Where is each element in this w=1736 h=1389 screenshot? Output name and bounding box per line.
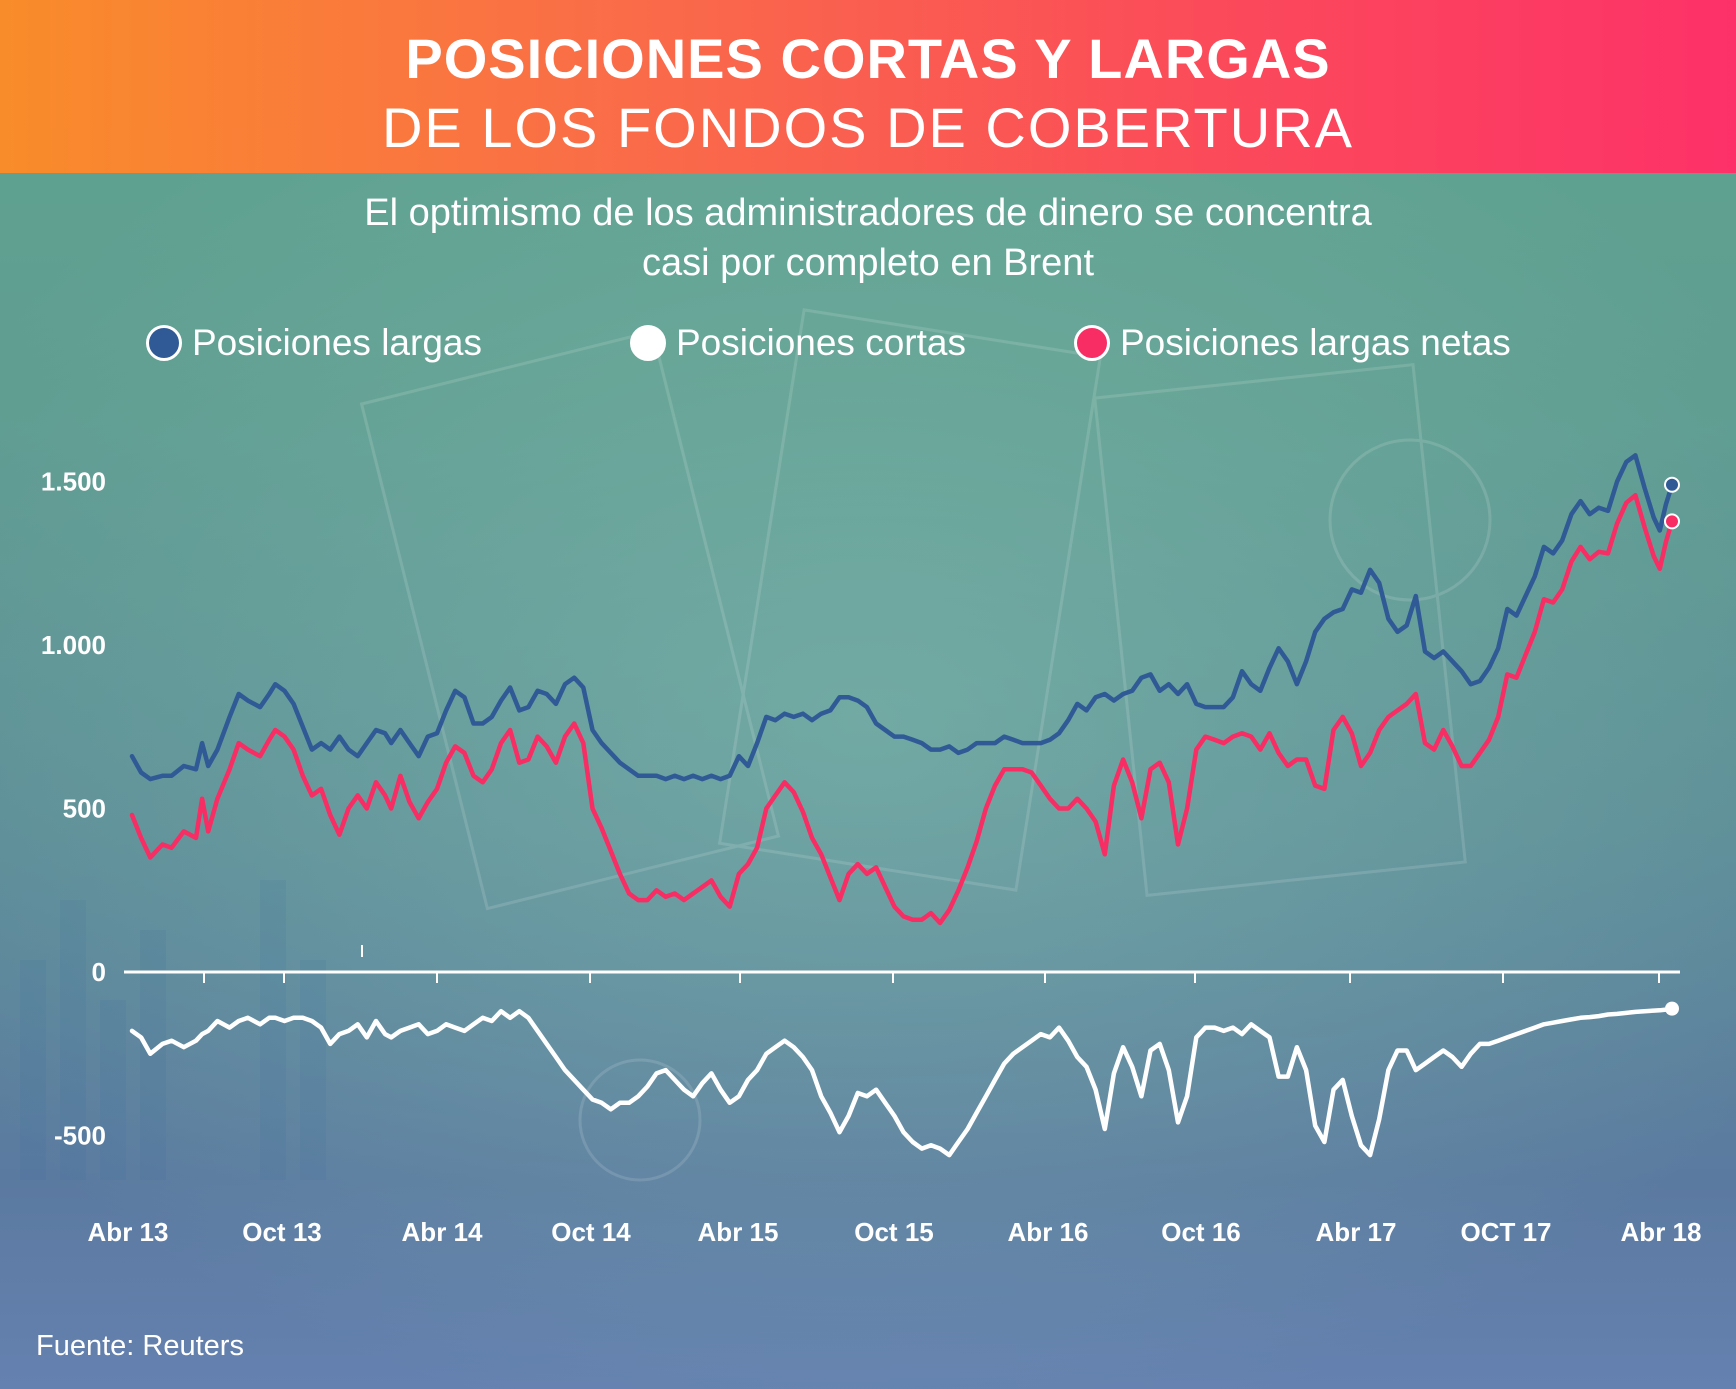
chart-title-line2: DE LOS FONDOS DE COBERTURA: [381, 96, 1354, 159]
series-line-net-end-point: [1664, 513, 1680, 530]
subtitle-line-2: casi por completo en Brent: [641, 242, 1094, 284]
chart-legend: Posiciones largas Posiciones cortas Posi…: [0, 318, 1736, 368]
legend-marker-net: [1074, 325, 1110, 361]
x-tick-label: Abr 17: [1316, 1217, 1397, 1247]
series-line-long-end-point: [1664, 476, 1680, 493]
x-tick-label: Abr 15: [698, 1217, 779, 1247]
x-tick-label: Oct 13: [242, 1217, 322, 1247]
series-line-net: [129, 492, 1675, 926]
series-line-long: [129, 453, 1675, 782]
chart-subtitle: El optimismo de los administradores de d…: [168, 188, 1568, 288]
x-tick-label: Abr 16: [1008, 1217, 1089, 1247]
legend-label-short: Posiciones cortas: [676, 322, 966, 363]
x-tick-label: OCT 17: [1460, 1217, 1551, 1247]
legend-item-long: Posiciones largas: [146, 318, 482, 368]
y-tick-label: 500: [63, 794, 106, 824]
x-tick-label: Abr 13: [88, 1217, 169, 1247]
chart-title: POSICIONES CORTAS Y LARGAS: [405, 27, 1331, 90]
x-tick-label: Abr 18: [1621, 1217, 1702, 1247]
series-line-short: [129, 1006, 1675, 1158]
x-tick-label: Oct 15: [854, 1217, 934, 1247]
x-tick-label: Oct 16: [1161, 1217, 1241, 1247]
legend-marker-long: [146, 325, 182, 361]
x-tick-label: Oct 14: [551, 1217, 631, 1247]
series-line-short-end-point: [1665, 1001, 1679, 1016]
y-tick-label: 0: [92, 957, 106, 987]
legend-label-long: Posiciones largas: [192, 322, 482, 363]
y-tick-label: 1.000: [41, 630, 106, 660]
x-tick-label: Abr 14: [402, 1217, 483, 1247]
legend-item-net: Posiciones largas netas: [1074, 318, 1511, 368]
header-banner: POSICIONES CORTAS Y LARGAS DE LOS FONDOS…: [0, 0, 1736, 173]
y-tick-label: 1.500: [41, 467, 106, 497]
y-tick-label: -500: [54, 1121, 106, 1151]
legend-item-short: Posiciones cortas: [630, 318, 966, 368]
legend-label-net: Posiciones largas netas: [1120, 322, 1511, 363]
legend-marker-short: [630, 325, 666, 361]
source-note: Fuente: Reuters: [36, 1330, 244, 1362]
subtitle-line-1: El optimismo de los administradores de d…: [364, 192, 1372, 234]
